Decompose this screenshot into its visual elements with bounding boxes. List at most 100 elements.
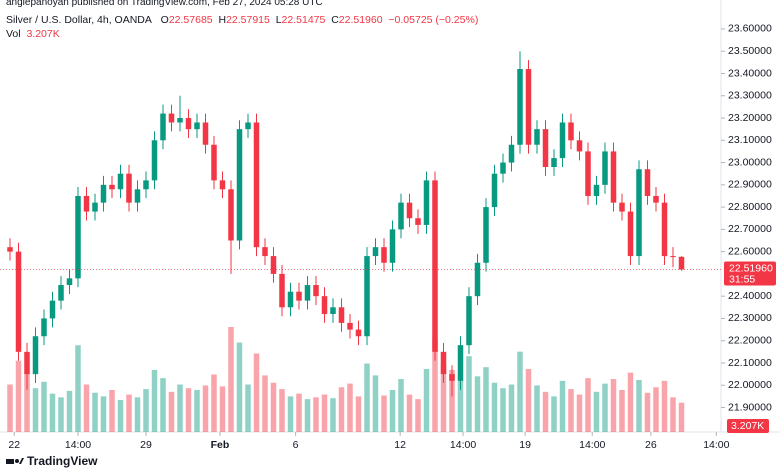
volume-bar [211,374,217,432]
candle-body [236,129,243,241]
volume-bar [313,397,319,432]
y-tick-label: 23.50000 [728,45,772,57]
y-tick-label: 22.10000 [728,357,772,369]
volume-bar [678,402,685,432]
volume-bar [602,383,608,432]
brand-logo [6,458,24,464]
candle-body [432,180,438,352]
candle-body [661,202,668,257]
volume-tag-label: 3.207K [731,420,764,432]
volume-bar [262,375,268,432]
candle-body [508,144,515,163]
volume-bar [670,397,676,432]
candle-body [491,173,498,208]
volume-bar [117,400,124,432]
x-tick-label: 14:00 [450,439,476,451]
volume-bar [126,394,132,432]
candle-body [117,173,124,190]
candle-body [228,189,234,241]
candle-body [92,202,98,212]
candle-body [7,247,13,252]
volume-bar [32,388,39,432]
y-tick-label: 23.40000 [728,67,772,79]
volume-bar [15,360,22,432]
volume-bar [134,397,141,432]
candle-body [466,296,472,346]
volume-value: 3.207K [26,28,60,40]
volume-bar [83,384,90,432]
close-value: 22.51960 [338,14,383,26]
x-tick-label: 6 [293,439,299,451]
y-tick-label: 22.70000 [728,223,772,235]
candle-body [270,256,277,274]
candle-body [168,113,175,123]
low-value: 22.51475 [281,14,326,26]
legend-row: Silver / U.S. Dollar, 4h, OANDA O22.5768… [6,14,478,26]
last-price-tag [724,261,776,286]
volume-bar [49,393,56,432]
candle-body [517,69,523,145]
volume-bar [653,387,659,432]
candle-body [381,247,387,263]
y-tick-label: 23.00000 [728,156,772,168]
volume-bar [559,380,566,432]
volume-bar [636,379,642,432]
volume-tag [727,419,769,433]
candle-body [313,285,319,297]
candle-body [627,211,634,257]
candle-body [457,345,464,381]
volume-bar [440,364,447,432]
candle-body [542,129,549,168]
volume-bar [185,388,192,432]
volume-bar [228,327,234,432]
candle-body [483,207,489,263]
low-label: L [275,14,282,26]
candle-body [355,329,362,337]
volume-bar [619,390,625,432]
volume-bar [66,390,73,432]
volume-bar [143,389,149,432]
x-tick-label: 26 [645,439,657,451]
candle-body [415,218,421,225]
candle-body [109,184,115,190]
y-tick-label: 22.40000 [728,290,772,302]
candle-body [100,184,107,203]
volume-bar [194,390,200,432]
candle-body [389,229,396,263]
y-tick-label: 23.60000 [728,23,772,35]
volume-bar [151,369,158,432]
volume-bar [58,397,64,432]
candle-body [160,113,166,141]
candle-body [644,169,651,196]
candle-body [534,129,540,145]
candle-body [126,173,132,203]
volume-bar [661,380,668,432]
change: −0.05725 (−0.25%) [388,14,479,26]
volume-bar [534,385,540,432]
volume-bar [219,386,226,432]
y-tick-label: 23.30000 [728,90,772,102]
volume-bar [75,345,81,432]
volume-bar [474,376,481,432]
volume-label: Vol [6,28,21,40]
volume-bar [525,369,532,432]
volume-bar [245,384,251,432]
volume-bar [168,391,175,432]
volume-bar [457,379,464,432]
candle-body [279,273,285,308]
candle-body [636,169,642,257]
candle-body [134,189,141,203]
candle-body [474,262,481,297]
volume-bar [92,392,98,432]
volume-bar [449,369,455,432]
candle-body [585,151,591,196]
volume-bar [542,391,549,432]
candle-body [670,256,676,258]
volume-bar [279,389,285,432]
candle-body [253,122,260,248]
candle-body [525,69,532,145]
candle-body [398,202,404,230]
published-note: anglepanoyan published on TradingView.co… [6,0,323,8]
x-tick-label: 14:00 [579,439,605,451]
